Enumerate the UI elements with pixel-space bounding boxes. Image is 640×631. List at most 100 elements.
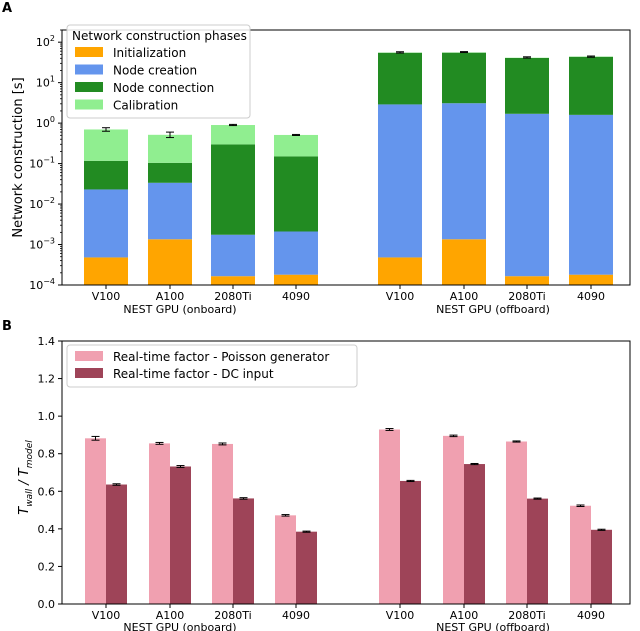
bar-segment-initialization [378, 257, 422, 285]
bar-segment-calibration [274, 134, 318, 157]
legend-swatch-b [75, 368, 103, 378]
x-tick-label-a: 2080Ti [214, 290, 251, 303]
bar-poisson [149, 443, 170, 604]
legend-label-b: Real-time factor - DC input [113, 367, 274, 381]
legend-box-b [66, 344, 358, 388]
bar-segment-calibration [148, 134, 192, 163]
bar-segment-initialization [84, 257, 128, 285]
y-tick-label-a: 10−3 [29, 237, 55, 252]
legend-swatch-a [75, 47, 103, 57]
bar-poisson [506, 441, 527, 604]
legend-label-a: Node connection [113, 81, 214, 95]
x-tick-label-b: V100 [92, 609, 121, 622]
panel-a-letter: A [2, 1, 12, 16]
axes-frame-b [61, 340, 631, 605]
group-label-b: NEST GPU (onboard) [123, 621, 236, 631]
x-tick-label-b: 2080Ti [214, 609, 251, 622]
x-tick-label-a: V100 [92, 290, 121, 303]
group-label-a: NEST GPU (offboard) [436, 303, 550, 316]
x-tick-label-a: V100 [386, 290, 415, 303]
bar-segment-node-creation [569, 114, 613, 275]
bar-segment-initialization [148, 239, 192, 285]
bar-segment-node-connection [569, 56, 613, 115]
y-tick-label-a: 10−4 [29, 277, 55, 292]
bar-dc [170, 466, 191, 604]
bar-segment-node-creation [505, 113, 549, 277]
bar-poisson [275, 515, 296, 604]
bar-poisson [212, 443, 233, 604]
bar-dc [296, 531, 317, 604]
bar-segment-calibration [211, 125, 255, 145]
bar-dc [464, 464, 485, 604]
bar-segment-node-creation [378, 104, 422, 258]
bar-segment-node-connection [84, 160, 128, 190]
y-tick-label-a: 101 [36, 75, 55, 90]
legend-swatch-a [75, 64, 103, 75]
bar-segment-node-creation [442, 103, 486, 240]
y-tick-label-b: 1.0 [38, 410, 56, 423]
y-tick-label-a: 102 [36, 34, 55, 49]
bar-segment-initialization [274, 274, 318, 285]
y-axis-label-a: Network construction [s] [11, 77, 26, 237]
y-tick-label-b: 1.4 [38, 335, 56, 348]
y-axis-label-b: Twall / Tmodel [17, 440, 35, 515]
legend-swatch-b [75, 351, 103, 361]
bar-segment-node-connection [211, 144, 255, 235]
panel-b-letter: B [2, 319, 12, 334]
bar-segment-initialization [211, 276, 255, 285]
legend-swatch-a [75, 82, 103, 92]
bar-segment-initialization [442, 239, 486, 285]
y-tick-label-b: 0.0 [38, 598, 56, 611]
x-tick-label-b: A100 [450, 609, 479, 622]
bar-dc [233, 498, 254, 604]
panel-a-chart: 10−4 10−3 10−2 10−1 100 101 102 V100 A100 2080Ti 4… [11, 24, 631, 316]
legend-label-a: Initialization [113, 46, 186, 60]
x-tick-label-a: 4090 [282, 290, 310, 303]
y-tick-label-b: 0.4 [38, 523, 56, 536]
x-tick-label-b: 4090 [577, 609, 605, 622]
bar-segment-node-connection [505, 57, 549, 114]
bar-dc [527, 498, 548, 604]
bar-segment-calibration [84, 129, 128, 161]
bar-segment-node-creation [148, 182, 192, 240]
y-tick-label-a: 10−1 [29, 156, 55, 171]
y-tick-label-b: 0.6 [38, 485, 56, 498]
x-tick-label-a: A100 [156, 290, 185, 303]
bar-segment-initialization [505, 276, 549, 285]
y-tick-label-a: 10−2 [29, 196, 55, 211]
axes-frame-a [61, 29, 631, 286]
x-tick-label-b: 4090 [282, 609, 310, 622]
legend-label-b: Real-time factor - Poisson generator [113, 350, 329, 364]
bar-dc [591, 529, 612, 604]
x-tick-label-b: 2080Ti [508, 609, 545, 622]
bar-segment-node-connection [378, 52, 422, 105]
legend-label-a: Calibration [113, 99, 178, 113]
bar-segment-node-connection [274, 156, 318, 232]
bar-poisson [443, 435, 464, 604]
bar-poisson [85, 438, 106, 604]
legend-label-a: Node creation [113, 64, 197, 78]
legend-box-a [66, 24, 251, 119]
y-tick-label-a: 100 [36, 115, 55, 130]
x-tick-label-a: A100 [450, 290, 479, 303]
x-tick-label-a: 4090 [577, 290, 605, 303]
y-tick-label-b: 1.2 [38, 373, 56, 386]
panel-b-chart: 0.0 0.2 0.4 0.6 0.8 1.0 1.2 1.4 V100 A100 2080Ti 40… [17, 335, 631, 631]
bar-segment-node-connection [442, 52, 486, 104]
x-tick-label-b: A100 [156, 609, 185, 622]
y-tick-label-b: 0.2 [38, 560, 56, 573]
bar-dc [400, 480, 421, 604]
bar-segment-node-creation [84, 189, 128, 258]
legend-swatch-a [75, 99, 103, 110]
y-tick-label-b: 0.8 [38, 448, 56, 461]
x-tick-label-b: V100 [386, 609, 415, 622]
group-label-a: NEST GPU (onboard) [123, 303, 236, 316]
bar-dc [106, 484, 127, 604]
legend-title-a: Network construction phases [72, 29, 247, 43]
bar-poisson [570, 505, 591, 604]
x-tick-label-a: 2080Ti [508, 290, 545, 303]
bar-segment-node-creation [211, 234, 255, 277]
group-label-b: NEST GPU (offboard) [436, 621, 550, 631]
bar-poisson [379, 429, 400, 604]
